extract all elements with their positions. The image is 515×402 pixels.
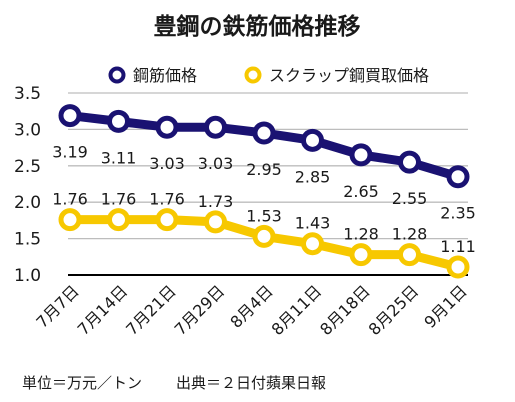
data-point (155, 115, 179, 139)
x-tick-label: 7月21日 (122, 281, 180, 339)
x-tick-label: 8月18日 (316, 281, 374, 339)
data-label: 2.35 (440, 204, 476, 223)
data-point (252, 224, 276, 248)
data-label: 1.28 (343, 225, 379, 244)
x-tick-label: 8月11日 (268, 281, 326, 339)
data-label: 2.55 (392, 189, 428, 208)
chart-title: 豊鋼の鉄筋価格推移 (154, 13, 361, 40)
data-point (446, 255, 470, 279)
data-label: 2.65 (343, 182, 379, 201)
data-point (107, 208, 130, 232)
data-point (301, 232, 324, 256)
unit-note: 単位＝万元／トン (22, 374, 143, 392)
data-point (398, 243, 421, 267)
data-point (204, 210, 227, 234)
data-label: 1.76 (101, 190, 137, 209)
data-point (58, 104, 82, 128)
y-tick-label: 2.0 (14, 193, 41, 213)
data-point (301, 128, 324, 152)
data-point (398, 150, 421, 174)
y-tick-label: 1.5 (14, 230, 41, 250)
data-point (446, 165, 470, 189)
plot-area: 3.19 3.11 3.03 3.03 2.95 2.852.65 2.552.351.76… (52, 104, 476, 279)
x-axis: 7月7日7月14日7月21日7月29日8月4日8月11日8月18日8月25日9月… (32, 281, 470, 339)
legend-marker (244, 66, 262, 84)
data-point (107, 109, 130, 133)
data-point (349, 243, 373, 267)
data-label: 2.95 (246, 160, 282, 179)
legend-marker (108, 66, 126, 84)
series-2: 1.76 1.76 1.76 1.73 1.53 1.43 1.28 1.28 1.11 (52, 190, 476, 279)
data-label: 3.03 (149, 154, 185, 173)
data-label: 3.03 (198, 154, 234, 173)
data-label: 3.11 (101, 148, 137, 167)
series-1: 3.19 3.11 3.03 3.03 2.95 2.85 2.65 2.55 2.35 (52, 104, 476, 223)
data-label: 1.73 (198, 192, 234, 211)
line-chart: 豊鋼の鉄筋価格推移 鋼筋価格 スクラップ鋼買取価格 1.0 1.5 2.0 2.5 3.0… (14, 13, 476, 339)
x-tick-label: 7月14日 (74, 281, 132, 339)
footer: 単位＝万元／トン 出典＝２日付蘋果日報 (22, 372, 326, 393)
y-tick-label: 3.5 (14, 84, 41, 104)
data-point (155, 208, 179, 232)
y-tick-label: 2.5 (14, 157, 41, 177)
y-tick-label: 1.0 (14, 266, 41, 286)
x-tick-label: 8月25日 (365, 281, 423, 339)
legend: 鋼筋価格 スクラップ鋼買取価格 (108, 66, 429, 85)
data-label: 1.76 (52, 190, 88, 209)
data-point (252, 121, 276, 145)
legend-label: スクラップ鋼買取価格 (269, 66, 429, 85)
data-point (58, 208, 82, 232)
x-tick-label: 9月1日 (420, 281, 470, 331)
y-tick-label: 3.0 (14, 120, 41, 140)
data-label: 1.11 (440, 237, 476, 256)
data-point (349, 143, 373, 167)
data-label: 2.85 (295, 167, 331, 186)
source-note: 出典＝２日付蘋果日報 (176, 374, 327, 392)
x-tick-label: 7月29日 (171, 281, 229, 339)
data-label: 1.28 (392, 225, 428, 244)
legend-label: 鋼筋価格 (133, 66, 197, 85)
data-label: 1.76 (149, 190, 185, 209)
data-label: 1.43 (295, 214, 331, 233)
data-label: 3.19 (52, 143, 88, 162)
data-label: 1.53 (246, 206, 282, 225)
data-point (204, 115, 227, 139)
y-axis: 1.0 1.5 2.0 2.5 3.0 3.5 (14, 84, 41, 286)
